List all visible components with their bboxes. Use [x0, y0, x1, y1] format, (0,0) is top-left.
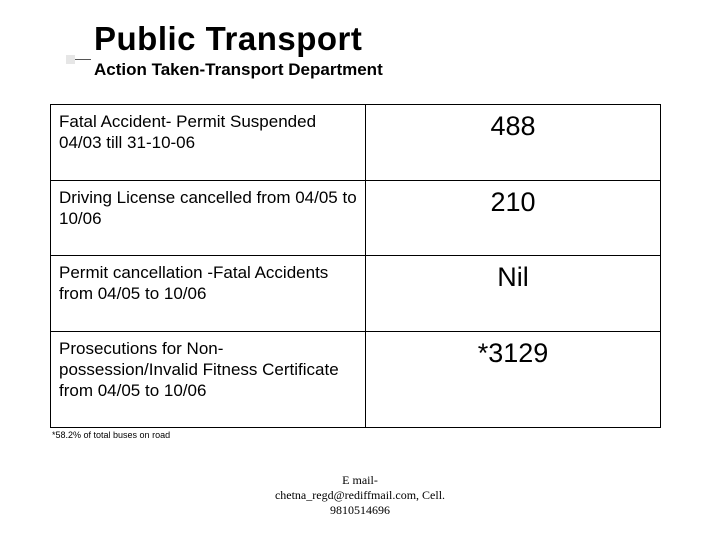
- contact-line-1: E mail-: [342, 473, 378, 487]
- title-bullet: [66, 55, 78, 67]
- table-row: Permit cancellation -Fatal Accidents fro…: [51, 256, 661, 332]
- bullet-square-icon: [66, 55, 75, 64]
- row-label: Fatal Accident- Permit Suspended 04/03 t…: [51, 105, 366, 181]
- bullet-line-icon: [75, 59, 91, 60]
- page-subtitle: Action Taken-Transport Department: [94, 60, 684, 80]
- table-row: Fatal Accident- Permit Suspended 04/03 t…: [51, 105, 661, 181]
- table-row: Prosecutions for Non-possession/Invalid …: [51, 331, 661, 428]
- page-title: Public Transport: [94, 20, 684, 58]
- contact-line-2: chetna_regd@rediffmail.com, Cell.: [275, 488, 445, 502]
- action-table: Fatal Accident- Permit Suspended 04/03 t…: [50, 104, 661, 428]
- footnote-text: *58.2% of total buses on road: [52, 430, 684, 440]
- table-row: Driving License cancelled from 04/05 to …: [51, 180, 661, 256]
- contact-block: E mail- chetna_regd@rediffmail.com, Cell…: [0, 473, 720, 518]
- row-label: Permit cancellation -Fatal Accidents fro…: [51, 256, 366, 332]
- row-label: Prosecutions for Non-possession/Invalid …: [51, 331, 366, 428]
- row-value: 488: [366, 105, 661, 181]
- row-value: 210: [366, 180, 661, 256]
- row-value: *3129: [366, 331, 661, 428]
- contact-line-3: 9810514696: [330, 503, 390, 517]
- row-value: Nil: [366, 256, 661, 332]
- slide: Public Transport Action Taken-Transport …: [0, 0, 720, 540]
- row-label: Driving License cancelled from 04/05 to …: [51, 180, 366, 256]
